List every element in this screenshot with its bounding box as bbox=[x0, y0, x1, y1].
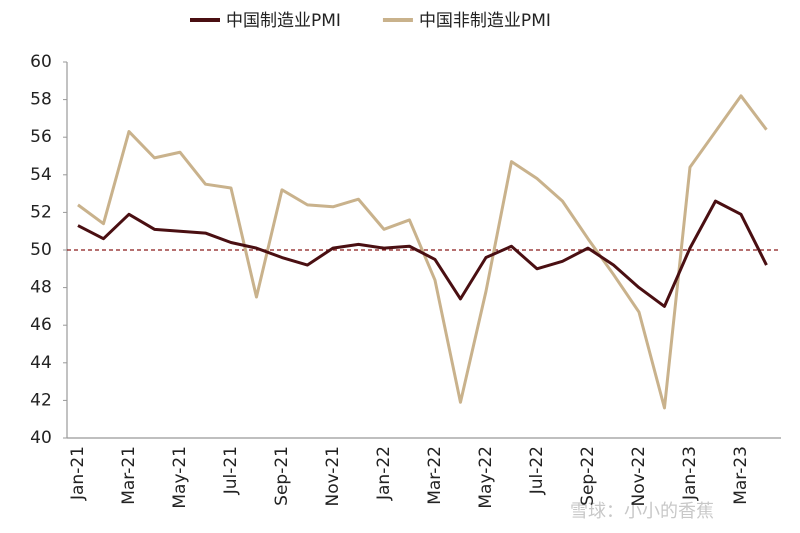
x-tick-label: Sep-22 bbox=[578, 446, 598, 506]
watermark: 雪球：小小的香蕉 bbox=[570, 501, 714, 522]
x-tick-label: Nov-22 bbox=[629, 446, 649, 507]
x-tick-label: Jan-22 bbox=[374, 446, 394, 501]
x-tick-label: Jan-23 bbox=[680, 446, 700, 501]
x-tick-label: Mar-22 bbox=[425, 446, 445, 505]
x-tick-label: May-22 bbox=[476, 446, 496, 509]
y-tick-label: 42 bbox=[30, 390, 52, 410]
x-tick-label: Jan-21 bbox=[68, 446, 88, 501]
y-tick-label: 52 bbox=[30, 202, 52, 222]
x-tick-label: Jul-21 bbox=[221, 446, 241, 495]
x-tick-label: Mar-21 bbox=[119, 446, 139, 505]
y-tick-label: 60 bbox=[30, 52, 52, 72]
x-tick-label: Jul-22 bbox=[527, 446, 547, 495]
y-tick-label: 48 bbox=[30, 278, 52, 298]
y-tick-label: 46 bbox=[30, 315, 52, 335]
y-tick-label: 56 bbox=[30, 127, 52, 147]
series-line bbox=[77, 94, 768, 410]
y-tick-label: 50 bbox=[30, 240, 52, 260]
series-line bbox=[77, 199, 768, 308]
y-tick-label: 40 bbox=[30, 428, 52, 448]
legend-label: 中国非制造业PMI bbox=[419, 11, 551, 31]
x-tick-label: May-21 bbox=[170, 446, 190, 509]
legend-label: 中国制造业PMI bbox=[226, 11, 341, 31]
y-tick-label: 58 bbox=[30, 90, 52, 110]
x-tick-label: Nov-21 bbox=[323, 446, 343, 507]
x-tick-label: Mar-23 bbox=[731, 446, 751, 505]
x-tick-label: Sep-21 bbox=[272, 446, 292, 506]
y-tick-label: 44 bbox=[30, 353, 52, 373]
y-tick-label: 54 bbox=[30, 165, 52, 185]
